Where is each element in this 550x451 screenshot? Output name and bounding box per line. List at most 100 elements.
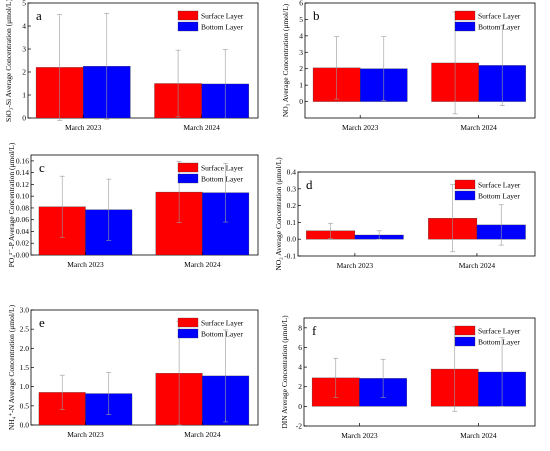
y-tick-label: 3 <box>299 48 303 57</box>
y-tick-label: 0.3 <box>287 184 297 193</box>
y-axis-label: DIN Average Concentration (μmol/L) <box>280 315 289 429</box>
category-label: March 2023 <box>341 431 378 440</box>
y-tick-label: 3.0 <box>20 306 30 315</box>
y-tick-label: 1.5 <box>20 363 30 372</box>
legend-swatch <box>454 179 476 190</box>
y-axis-label: NO₂ Average Concentration (μmol/L) <box>274 157 283 271</box>
category-label: March 2023 <box>337 261 374 270</box>
y-tick-label: 4 <box>22 22 26 31</box>
category-label: March 2023 <box>65 123 102 132</box>
y-tick-label: 6 <box>298 343 302 352</box>
legend-label: Surface Layer <box>478 327 521 336</box>
category-label: March 2024 <box>460 431 497 440</box>
y-tick-label: 0 <box>299 97 303 106</box>
y-tick-label: 1.0 <box>20 382 30 391</box>
y-tick-label: 3 <box>22 45 26 54</box>
legend-label: Bottom Layer <box>478 338 520 347</box>
y-tick-label: 0.06 <box>16 215 29 224</box>
category-label: March 2024 <box>184 430 221 439</box>
y-tick-label: 0 <box>22 114 26 123</box>
legend-swatch <box>177 162 199 173</box>
legend-swatch <box>454 10 476 21</box>
y-tick-label: 5 <box>299 15 303 24</box>
y-tick-label: 0.14 <box>16 168 29 177</box>
panel-a: 0 1 2 3 4 5 March 2023 March 2024 SiO₃-Si Averag… <box>4 0 259 132</box>
legend-swatch <box>177 173 199 184</box>
y-tick-label: 4 <box>298 363 302 372</box>
y-axis-label: NO₃ Average Concentration (μmol/L) <box>281 3 290 117</box>
y-tick-label: 2.0 <box>20 344 30 353</box>
y-tick-label: 0.1 <box>287 218 297 227</box>
legend-label: Surface Layer <box>201 12 244 21</box>
legend-label: Bottom Layer <box>201 23 243 32</box>
legend-swatch <box>454 325 476 336</box>
y-tick-label: 0.16 <box>16 156 29 165</box>
panel-d: -0.1 0.0 0.1 0.2 0.3 0.4 March 2023 March 2024 N… <box>274 157 536 271</box>
legend-label: Bottom Layer <box>201 175 243 184</box>
y-tick-label: 0.10 <box>16 192 29 201</box>
y-tick-label: 1 <box>22 91 26 100</box>
panel-label: c <box>39 160 45 175</box>
legend-swatch <box>454 190 476 201</box>
y-tick-label: -0.1 <box>284 252 296 261</box>
plot-frame <box>30 154 259 256</box>
legend-swatch <box>454 21 476 32</box>
legend-label: Surface Layer <box>201 319 244 328</box>
y-tick-label: 0.0 <box>20 421 30 430</box>
panel-f: -2 0 2 4 6 8 March 2023 March 2024 DIN Average C… <box>280 315 536 440</box>
legend-swatch <box>177 21 199 32</box>
y-tick-label: 4 <box>299 31 303 40</box>
y-tick-label: 0.04 <box>16 227 29 236</box>
y-tick-label: 1 <box>299 81 303 90</box>
y-tick-label: 5 <box>22 0 26 8</box>
category-label: March 2023 <box>67 260 104 269</box>
y-tick-label: 0.02 <box>16 239 29 248</box>
legend-label: Surface Layer <box>201 164 244 173</box>
legend-label: Bottom Layer <box>478 23 520 32</box>
y-tick-label: 0.0 <box>287 235 297 244</box>
y-axis-label: NH₄⁺-N Average Concentration (μmol/L) <box>7 304 16 430</box>
legend-swatch <box>177 10 199 21</box>
category-label: March 2024 <box>460 123 497 132</box>
category-label: March 2024 <box>183 123 220 132</box>
panel-c: 0.00 0.02 0.04 0.06 0.08 0.10 0.12 0.14 0.16 Marc… <box>7 142 259 269</box>
legend-label: Bottom Layer <box>201 330 243 339</box>
category-label: March 2023 <box>67 430 104 439</box>
legend-swatch <box>177 328 199 339</box>
panel-label: e <box>39 315 45 330</box>
plot-frame <box>27 2 259 119</box>
y-tick-label: 0.12 <box>16 180 29 189</box>
panel-label: f <box>312 323 317 338</box>
panel-label: d <box>306 177 313 192</box>
y-tick-label: 0 <box>298 402 302 411</box>
legend-swatch <box>454 336 476 347</box>
y-tick-label: 0.5 <box>20 401 30 410</box>
y-tick-label: 0.2 <box>287 201 297 210</box>
category-label: March 2023 <box>342 123 379 132</box>
y-tick-label: 0.00 <box>16 251 29 260</box>
legend-label: Bottom Layer <box>478 192 520 201</box>
plot-frame <box>304 2 536 119</box>
panel-label: b <box>313 8 320 23</box>
panel-e: 0.0 0.5 1.0 1.5 2.0 2.5 3.0 March 2023 March 202… <box>7 304 259 439</box>
y-tick-label: -2 <box>296 422 302 431</box>
y-tick-label: 0.4 <box>287 168 297 177</box>
y-axis-label: SiO₃-Si Average Concentration (μmol/L) <box>4 0 13 122</box>
y-axis-label: PO₄³⁻-P Average Concentration (μmol/L) <box>7 142 16 267</box>
panel-label: a <box>36 8 42 23</box>
legend-label: Surface Layer <box>478 181 521 190</box>
y-tick-label: 2 <box>299 64 303 73</box>
y-tick-label: 2.5 <box>20 325 30 334</box>
y-tick-label: 2 <box>298 382 302 391</box>
y-tick-label: 8 <box>298 323 302 332</box>
category-label: March 2024 <box>184 260 221 269</box>
legend-label: Surface Layer <box>478 12 521 21</box>
y-tick-label: 6 <box>299 0 303 8</box>
y-tick-label: 0.08 <box>16 203 29 212</box>
y-tick-label: 2 <box>22 68 26 77</box>
legend-swatch <box>177 317 199 328</box>
plot-frame <box>297 171 536 257</box>
panel-b: 0 1 2 3 4 5 6 March 2023 March 2024 NO₃ Average C… <box>281 0 536 132</box>
plot-frame <box>303 317 536 427</box>
